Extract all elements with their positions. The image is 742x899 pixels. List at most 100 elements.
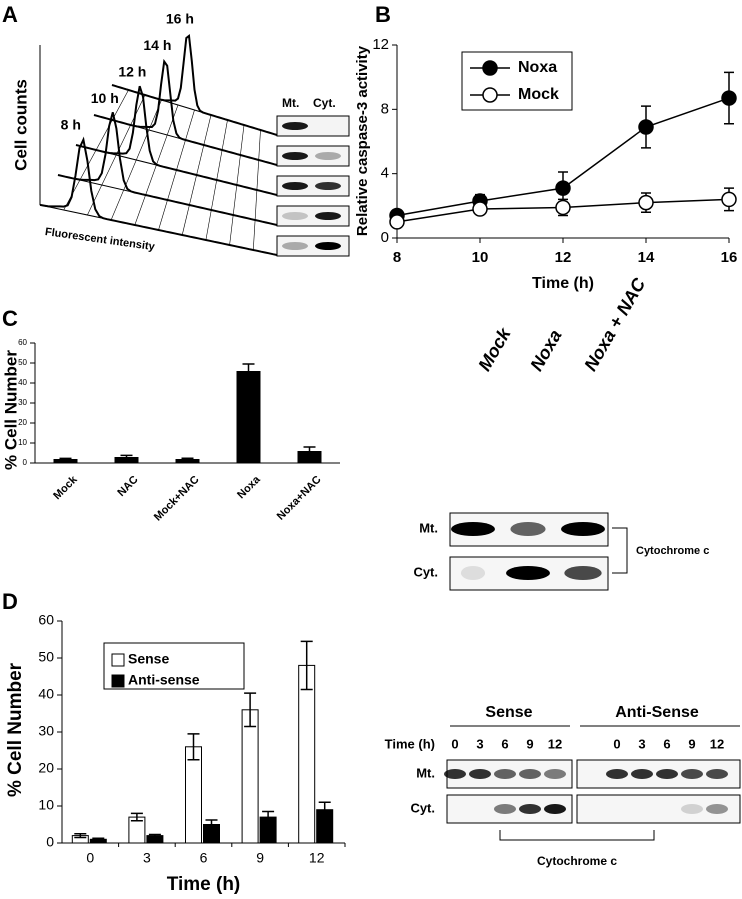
histogram-curve <box>111 34 278 136</box>
y-tick-label: 0 <box>23 458 28 467</box>
blot-band <box>444 769 466 779</box>
lane-label: 3 <box>476 736 483 751</box>
panel-label: B <box>375 2 391 27</box>
legend-label: Anti-sense <box>128 672 200 688</box>
blot-band <box>681 769 703 779</box>
error-bar <box>148 833 161 838</box>
legend-label: Mock <box>518 86 559 103</box>
time-label: 8 h <box>61 117 81 133</box>
lane-label: Mock <box>474 324 515 375</box>
legend-swatch <box>111 674 125 688</box>
x-tick-label: 14 <box>638 249 655 266</box>
panel-label: C <box>2 306 18 331</box>
time-label: Time (h) <box>385 736 435 751</box>
x-tick-label: 16 <box>721 249 738 266</box>
y-tick-label: 10 <box>38 797 54 813</box>
blot-band <box>606 769 628 779</box>
x-tick-label: NAC <box>115 474 140 499</box>
grid-line <box>181 114 212 236</box>
axis-title: Fluorescent intensity <box>44 226 156 253</box>
blot-band <box>315 182 341 190</box>
blot-band <box>519 804 541 814</box>
time-label: 12 h <box>118 64 146 80</box>
blot-box <box>576 794 741 824</box>
axis-title: Time (h) <box>532 275 594 292</box>
y-tick-label: 60 <box>18 338 27 347</box>
bracket <box>499 830 655 841</box>
panel-label: A <box>2 2 18 27</box>
data-point <box>721 191 737 208</box>
error-bar <box>187 733 200 761</box>
error-bar <box>300 640 313 691</box>
bar <box>297 451 322 463</box>
blot-band <box>451 522 495 536</box>
blot-caption: Cytochrome c <box>636 545 709 557</box>
blot-band <box>681 804 703 814</box>
y-tick-label: 0 <box>381 229 389 246</box>
group-label: Sense <box>485 704 532 721</box>
lane-label: 12 <box>710 736 724 751</box>
blot-column: Mt. <box>282 96 299 110</box>
lane-label: 6 <box>501 736 508 751</box>
blot-band <box>706 804 728 814</box>
data-point <box>472 201 488 217</box>
blot-band <box>494 769 516 779</box>
legend-label: Sense <box>128 651 169 667</box>
error-bar <box>92 837 105 842</box>
x-tick-label: 6 <box>200 850 208 866</box>
bracket <box>612 527 628 574</box>
axis-title: Cell counts <box>11 79 30 171</box>
lane-label: 0 <box>613 736 620 751</box>
error-bar <box>130 812 143 822</box>
row-label: Cyt. <box>410 800 435 815</box>
y-tick-label: 20 <box>18 418 27 427</box>
axis-title: Time (h) <box>167 874 241 895</box>
y-tick-label: 50 <box>38 649 54 665</box>
grid-line <box>63 89 129 211</box>
blot-box <box>276 205 350 227</box>
y-tick-label: 20 <box>38 760 54 776</box>
y-tick-label: 40 <box>38 686 54 702</box>
x-tick-label: Mock+NAC <box>152 474 202 524</box>
x-tick-label: 9 <box>256 850 264 866</box>
x-tick-label: 12 <box>309 850 325 866</box>
data-point <box>721 90 737 106</box>
blot-band <box>564 566 602 580</box>
data-point <box>555 180 571 196</box>
data-point <box>555 199 571 216</box>
legend-box <box>461 51 573 111</box>
grid-line <box>158 109 195 231</box>
blot-box <box>276 145 350 167</box>
time-label: 14 h <box>143 37 171 53</box>
blot-band <box>656 769 678 779</box>
blot-band <box>510 522 546 536</box>
error-bar <box>120 454 133 460</box>
bar <box>175 459 200 463</box>
grid-line <box>110 99 162 221</box>
row-label: Mt. <box>419 520 438 535</box>
x-tick-label: 8 <box>393 249 401 266</box>
error-bar <box>318 801 331 818</box>
axis-title: Relative caspase-3 activity <box>354 45 371 236</box>
y-tick-label: 40 <box>18 378 27 387</box>
y-tick-label: 30 <box>18 398 27 407</box>
bar <box>53 459 78 463</box>
lane-label: 3 <box>638 736 645 751</box>
blot-band <box>282 152 308 160</box>
y-tick-label: 0 <box>46 834 54 850</box>
lane-label: 6 <box>663 736 670 751</box>
blot-band <box>544 804 566 814</box>
blot-caption: Cytochrome c <box>537 854 617 868</box>
blot-band <box>494 804 516 814</box>
blot-band <box>544 769 566 779</box>
time-label: 10 h <box>91 90 119 106</box>
lane-label: 9 <box>688 736 695 751</box>
blot-box <box>276 175 350 197</box>
legend-label: Noxa <box>518 59 557 76</box>
y-tick-label: 50 <box>18 358 27 367</box>
x-tick-label: 3 <box>143 850 151 866</box>
data-point <box>389 214 405 230</box>
grid-line <box>87 94 146 216</box>
grid-line <box>253 129 261 251</box>
